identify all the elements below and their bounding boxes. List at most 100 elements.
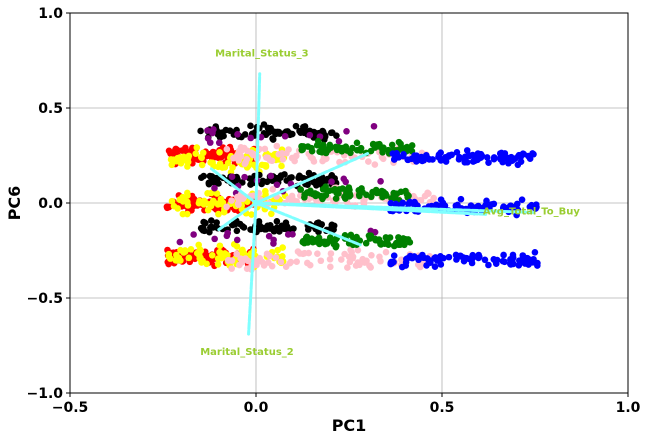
scatter-point	[211, 184, 218, 192]
scatter-point	[501, 150, 509, 157]
scatter-point	[294, 248, 302, 255]
scatter-point	[296, 172, 303, 180]
scatter-point	[284, 231, 292, 238]
scatter-point	[299, 238, 307, 246]
scatter-point	[165, 147, 173, 155]
loading-vector-arrow	[254, 201, 537, 214]
scatter-point	[318, 148, 326, 156]
scatter-point	[400, 237, 408, 244]
scatter-point	[388, 141, 396, 149]
scatter-point	[376, 253, 383, 261]
scatter-point	[208, 217, 215, 224]
scatter-point	[192, 150, 200, 157]
scatter-point	[525, 261, 532, 268]
scatter-point	[279, 253, 286, 260]
scatter-point	[177, 159, 185, 167]
scatter-point	[269, 136, 277, 143]
y-axis-label: PC6	[5, 186, 24, 221]
scatter-point	[378, 153, 386, 161]
scatter-point	[348, 249, 355, 256]
scatter-point	[318, 143, 326, 151]
scatter-point	[441, 202, 449, 209]
scatter-point	[344, 264, 351, 271]
scatter-point	[465, 151, 473, 159]
scatter-point	[387, 199, 395, 207]
scatter-point	[368, 251, 375, 259]
scatter-point	[330, 222, 338, 230]
scatter-point	[358, 185, 365, 192]
scatter-point	[216, 160, 224, 167]
scatter-point	[257, 225, 265, 233]
scatter-point	[300, 127, 308, 134]
x-tick-label: −0.5	[52, 400, 89, 416]
scatter-point	[341, 145, 349, 152]
scatter-point	[261, 145, 269, 153]
scatter-point	[406, 198, 414, 206]
scatter-point	[292, 122, 300, 130]
scatter-point	[170, 202, 178, 210]
scatter-point	[181, 247, 189, 254]
scatter-point	[437, 157, 445, 164]
scatter-point	[278, 149, 286, 157]
scatter-point	[216, 148, 223, 156]
scatter-point	[211, 235, 218, 243]
scatter-point	[279, 155, 287, 163]
scatter-point	[508, 157, 516, 164]
scatter-point	[197, 127, 204, 135]
scatter-point	[477, 150, 485, 158]
scatter-point	[198, 161, 206, 169]
scatter-point	[314, 250, 321, 258]
scatter-point	[196, 197, 203, 205]
scatter-point	[481, 256, 489, 264]
scatter-point	[337, 256, 345, 263]
scatter-point	[485, 261, 492, 269]
scatter-point	[519, 150, 527, 157]
x-tick-label: 1.0	[616, 400, 641, 416]
scatter-point	[500, 203, 507, 211]
scatter-point	[389, 150, 397, 157]
scatter-point	[165, 203, 173, 211]
scatter-point	[273, 181, 281, 189]
scatter-point	[395, 234, 402, 241]
scatter-point	[208, 189, 215, 197]
scatter-point	[200, 172, 208, 180]
scatter-point	[390, 252, 398, 260]
scatter-point	[327, 250, 335, 257]
scatter-point	[233, 236, 241, 244]
scatter-point	[352, 262, 360, 269]
scatter-point	[317, 257, 325, 265]
scatter-point	[175, 254, 183, 262]
scatter-point	[185, 152, 193, 160]
scatter-point	[228, 265, 235, 272]
scatter-point	[258, 258, 266, 266]
scatter-point	[207, 200, 214, 208]
scatter-point	[404, 255, 411, 262]
scatter-point	[399, 152, 407, 160]
scatter-point	[176, 238, 184, 246]
scatter-point	[365, 232, 373, 239]
scatter-point	[217, 254, 225, 262]
scatter-point	[377, 178, 384, 185]
scatter-point	[513, 211, 520, 219]
scatter-point	[198, 259, 205, 266]
loading-vector-label: Avg_Total_To_Buy	[483, 206, 580, 217]
scatter-point	[416, 263, 424, 271]
scatter-point	[471, 157, 479, 164]
scatter-point	[531, 248, 539, 256]
scatter-point	[288, 154, 296, 162]
scatter-point	[402, 145, 410, 152]
scatter-point	[263, 154, 270, 161]
scatter-point	[457, 195, 465, 203]
x-axis-label: PC1	[332, 416, 367, 435]
scatter-point	[410, 192, 417, 200]
loading-vector-arrow	[247, 201, 258, 336]
scatter-point	[379, 149, 386, 156]
scatter-point	[290, 196, 297, 204]
scatter-point	[328, 178, 335, 186]
scatter-point	[445, 152, 453, 159]
loading-vector-arrow	[254, 152, 370, 205]
scatter-point	[382, 234, 390, 241]
scatter-point	[213, 219, 220, 226]
scatter-point	[320, 154, 328, 162]
